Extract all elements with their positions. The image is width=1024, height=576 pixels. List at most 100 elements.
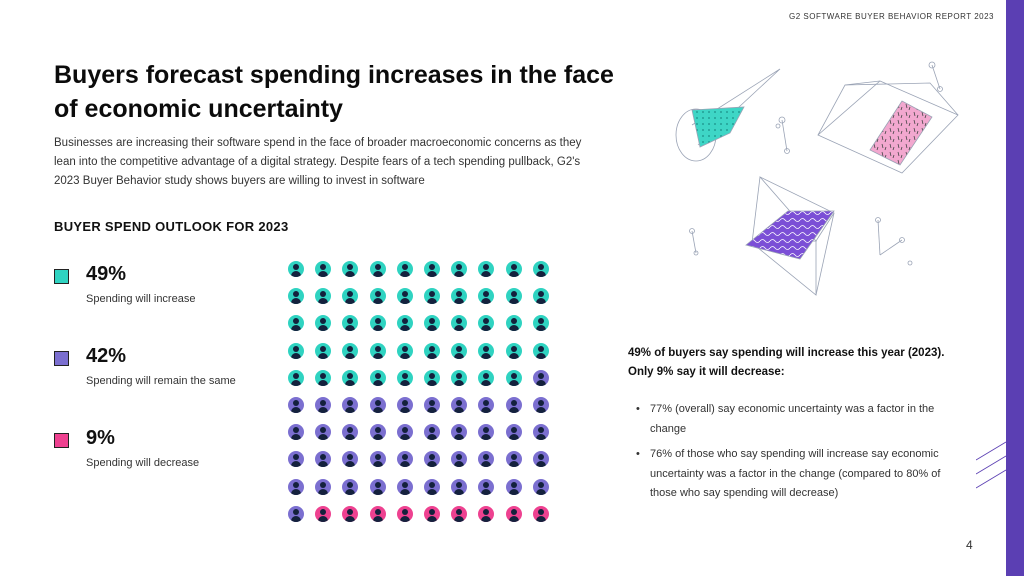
bullet-text: 77% (overall) say economic uncertainty w… [650,403,935,435]
waffle-person-icon [342,397,359,413]
waffle-person-icon [342,342,359,359]
waffle-person-icon [424,342,440,359]
waffle-person-icon [342,288,359,305]
waffle-person-icon [505,261,522,277]
waffle-person-icon [369,397,386,413]
waffle-person-icon [342,369,359,386]
legend-pct-same: 42% [86,345,127,367]
waffle-person-icon [532,505,549,522]
callout-heading: 49% of buyers say spending will increase… [628,347,945,378]
waffle-person-icon [369,478,386,495]
waffle-person-icon [342,478,359,495]
waffle-person-icon [478,424,495,441]
waffle-person-icon [451,261,468,277]
waffle-person-icon [451,369,468,386]
waffle-person-icon [342,505,359,522]
legend-label-same: Spending will remain the same [86,375,236,387]
waffle-person-icon [369,342,386,359]
waffle-person-icon [505,505,522,522]
waffle-person-icon [424,369,440,386]
waffle-person-icon [478,261,495,277]
waffle-person-icon [369,424,386,441]
waffle-person-icon [505,369,522,386]
waffle-person-icon [396,288,413,305]
waffle-person-icon [396,478,413,495]
waffle-person-icon [396,315,413,332]
waffle-person-icon [478,288,495,305]
waffle-person-icon [532,315,549,332]
waffle-person-icon [478,451,495,468]
waffle-person-icon [478,315,495,332]
waffle-person-icon [342,451,359,468]
waffle-person-icon [424,424,440,441]
bullet-item: • 76% of those who say spending will inc… [636,445,966,504]
waffle-person-icon [532,261,549,277]
intro-paragraph: Businesses are increasing their software… [54,137,582,187]
waffle-person-icon [288,451,304,468]
waffle-person-icon [424,315,440,332]
bullet-text: 76% of those who say spending will incre… [650,448,941,499]
callout-bullets: • 77% (overall) say economic uncertainty… [636,400,966,510]
waffle-person-icon [532,424,549,441]
waffle-person-icon [288,424,304,441]
waffle-person-icon [288,478,304,495]
waffle-person-icon [451,451,468,468]
waffle-person-icon [478,397,495,413]
waffle-person-icon [369,505,386,522]
waffle-person-icon [396,424,413,441]
waffle-person-icon [288,288,304,305]
legend-pct-increase: 49% [86,263,127,285]
waffle-person-icon [424,505,440,522]
waffle-person-icon [478,342,495,359]
legend-swatch-decrease [54,433,69,448]
bullet-item: • 77% (overall) say economic uncertainty… [636,400,966,439]
legend-label-decrease: Spending will decrease [86,457,200,469]
decorative-lines [976,441,1006,489]
waffle-person-icon [505,451,522,468]
waffle-person-icon [369,288,386,305]
waffle-person-icon [451,288,468,305]
waffle-person-icon [424,478,440,495]
waffle-person-icon [315,288,332,305]
waffle-person-icon [532,478,549,495]
outlook-heading: BUYER SPEND OUTLOOK FOR 2023 [54,219,289,234]
waffle-person-icon [315,451,332,468]
waffle-person-icon [396,342,413,359]
bullet-dot: • [636,448,640,460]
waffle-person-icon [532,288,549,305]
waffle-person-icon [424,288,440,305]
waffle-person-icon [532,397,549,413]
waffle-person-icon [342,261,359,277]
waffle-person-icon [315,261,332,277]
side-accent-bar [1006,0,1024,576]
waffle-person-icon [396,261,413,277]
waffle-person-icon [478,478,495,495]
waffle-person-icon [532,369,549,386]
waffle-person-icon [315,397,332,413]
waffle-person-icon [396,369,413,386]
waffle-person-icon [342,424,359,441]
waffle-person-icon [315,478,332,495]
waffle-person-icon [505,342,522,359]
waffle-person-icon [288,369,304,386]
waffle-person-icon [532,342,549,359]
waffle-person-icon [505,478,522,495]
waffle-person-icon [505,397,522,413]
waffle-person-icon [451,315,468,332]
waffle-person-icon [315,342,332,359]
legend-pct-decrease: 9% [86,427,115,449]
waffle-person-icon [451,505,468,522]
waffle-person-icon [369,369,386,386]
waffle-person-icon [315,505,332,522]
waffle-person-icon [532,451,549,468]
waffle-person-icon [505,315,522,332]
report-tag: G2 SOFTWARE BUYER BEHAVIOR REPORT 2023 [789,12,994,21]
page-title: Buyers forecast spending increases in th… [54,61,614,123]
waffle-person-icon [369,261,386,277]
bullet-dot: • [636,403,640,415]
waffle-person-icon [424,397,440,413]
prism-shape [775,61,959,174]
waffle-person-icon [288,397,304,413]
waffle-chart [288,261,552,525]
waffle-person-icon [288,342,304,359]
